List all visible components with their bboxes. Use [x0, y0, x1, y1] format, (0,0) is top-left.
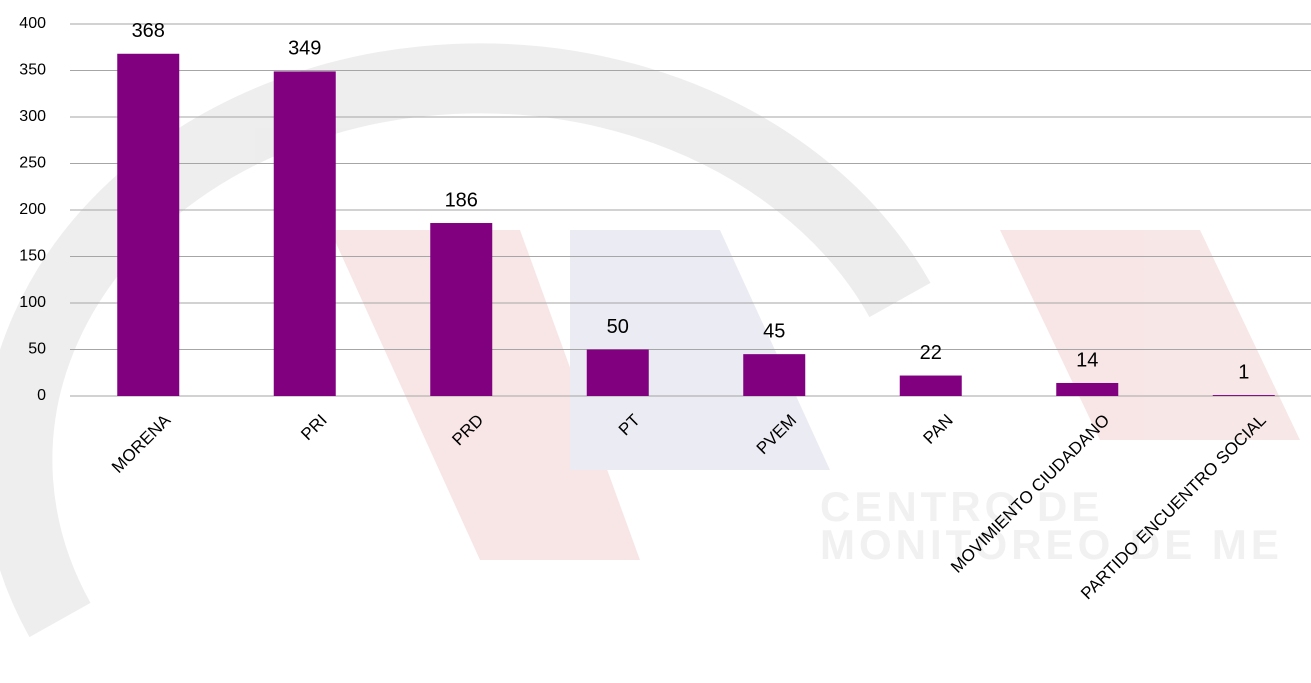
bar — [273, 71, 336, 397]
y-tick-label: 350 — [19, 62, 46, 79]
value-label: 14 — [1076, 349, 1098, 371]
y-tick-label: 0 — [37, 387, 46, 404]
y-tick-label: 300 — [19, 108, 46, 125]
watermark-shape — [1000, 230, 1300, 440]
value-label: 50 — [607, 316, 629, 338]
value-label: 368 — [132, 20, 165, 42]
y-tick-label: 250 — [19, 155, 46, 172]
y-tick-label: 200 — [19, 201, 46, 218]
watermark-text: CENTRO DE — [820, 483, 1103, 530]
value-label: 186 — [445, 189, 478, 211]
value-label: 1 — [1238, 361, 1249, 383]
watermark-text: MONITOREO DE ME — [820, 521, 1283, 568]
x-tick-label: PAN — [919, 411, 956, 448]
y-tick-label: 400 — [19, 15, 46, 32]
y-tick-label: 50 — [28, 341, 46, 358]
bar — [117, 53, 180, 396]
x-tick-label: MORENA — [108, 410, 175, 477]
bar — [430, 223, 493, 396]
bar — [743, 354, 806, 396]
bar — [899, 375, 962, 396]
bar — [1212, 395, 1275, 396]
value-label: 349 — [288, 38, 321, 60]
value-label: 45 — [763, 320, 785, 342]
bar — [586, 349, 649, 396]
x-tick-label: PRI — [297, 411, 330, 444]
bar — [1056, 382, 1119, 396]
y-tick-label: 100 — [19, 294, 46, 311]
y-tick-label: 150 — [19, 248, 46, 265]
value-label: 22 — [920, 342, 942, 364]
